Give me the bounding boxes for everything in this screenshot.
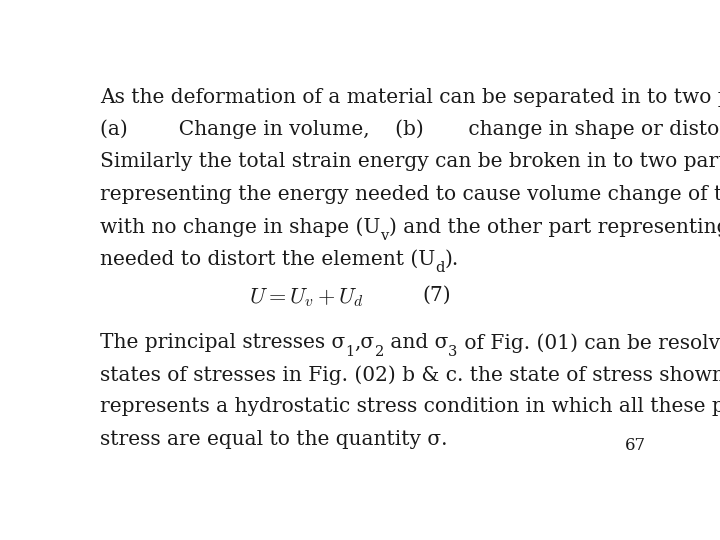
- Text: ) and the other part representing the energy: ) and the other part representing the en…: [389, 217, 720, 237]
- Text: needed to distort the element (U: needed to distort the element (U: [100, 249, 436, 268]
- Text: stress are equal to the quantity σ.: stress are equal to the quantity σ.: [100, 430, 448, 449]
- Text: The principal stresses σ: The principal stresses σ: [100, 333, 346, 352]
- Text: 3: 3: [448, 345, 457, 359]
- Text: states of stresses in Fig. (02) b & c. the state of stress shown in Fig. b: states of stresses in Fig. (02) b & c. t…: [100, 365, 720, 384]
- Text: 67: 67: [624, 436, 646, 454]
- Text: 2: 2: [374, 345, 384, 359]
- Text: Similarly the total strain energy can be broken in to two parts. One part: Similarly the total strain energy can be…: [100, 152, 720, 171]
- Text: $U=U_{v}+U_{d}$: $U=U_{v}+U_{d}$: [249, 286, 364, 309]
- Text: representing the energy needed to cause volume change of the element: representing the energy needed to cause …: [100, 185, 720, 204]
- Text: ,σ: ,σ: [354, 333, 374, 352]
- Text: As the deformation of a material can be separated in to two parts ×: As the deformation of a material can be …: [100, 87, 720, 107]
- Text: v: v: [380, 228, 389, 242]
- Text: represents a hydrostatic stress condition in which all these principal: represents a hydrostatic stress conditio…: [100, 397, 720, 416]
- Text: (a)        Change in volume,    (b)       change in shape or distortion.: (a) Change in volume, (b) change in shap…: [100, 120, 720, 139]
- Text: of Fig. (01) can be resolved in to two: of Fig. (01) can be resolved in to two: [457, 333, 720, 353]
- Text: (7): (7): [422, 286, 451, 305]
- Text: ).: ).: [445, 249, 459, 268]
- Text: and σ: and σ: [384, 333, 448, 352]
- Text: 1: 1: [346, 345, 354, 359]
- Text: with no change in shape (U: with no change in shape (U: [100, 217, 380, 237]
- Text: d: d: [436, 261, 445, 275]
